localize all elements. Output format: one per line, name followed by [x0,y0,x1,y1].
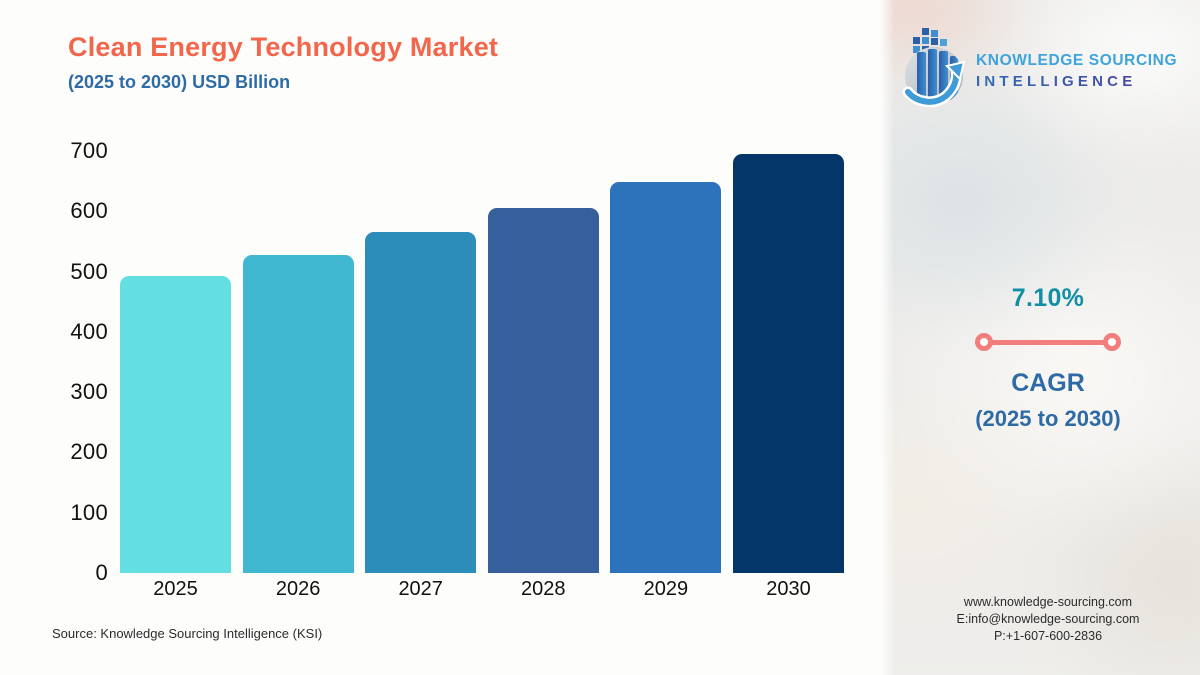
y-tick-300: 300 [70,379,108,405]
right-background-panel [880,0,1200,675]
y-tick-200: 200 [70,439,108,465]
bar-2029 [610,182,722,573]
y-tick-600: 600 [70,198,108,224]
globe-chart-arrow-icon [900,26,972,115]
y-tick-100: 100 [70,499,108,525]
cagr-period: (2025 to 2030) [975,406,1121,431]
bar-chart: 0 100 200 300 400 500 600 700 2025 2026 2027 2028 2… [40,138,844,641]
panel-left-fade [880,0,894,675]
contact-block: www.knowledge-sourcing.com E:info@knowle… [908,594,1188,645]
contact-email: E:info@knowledge-sourcing.com [956,612,1140,626]
cagr-value: 7.10% [1011,284,1085,312]
page-title: Clean Energy Technology Market [68,32,499,62]
page-subtitle: (2025 to 2030) USD Billion [68,72,291,92]
source-note: Source: Knowledge Sourcing Intelligence … [52,626,323,641]
x-label-2030: 2030 [766,578,811,600]
cagr-label: CAGR [1011,369,1085,397]
y-tick-700: 700 [70,138,108,163]
logo-line2: INTELLIGENCE [976,73,1177,90]
plot-area [120,151,844,573]
cagr-divider-line [987,339,1109,345]
header: Clean Energy Technology Market (2025 to … [68,32,498,93]
x-label-2027: 2027 [398,578,443,600]
logo-line1: KNOWLEDGE SOURCING [976,52,1178,69]
y-tick-500: 500 [70,258,108,284]
bar-2026 [242,255,354,573]
logo-text: KNOWLEDGE SOURCING INTELLIGENCE [976,52,1177,90]
bar-2028 [487,208,599,573]
x-label-2029: 2029 [643,578,689,600]
cagr-divider-right-ring-icon [1103,333,1121,351]
x-label-2025: 2025 [153,578,198,600]
y-axis: 0 100 200 300 400 500 600 700 [40,138,108,585]
bar-2030 [732,154,844,573]
contact-website: www.knowledge-sourcing.com [963,595,1133,609]
cagr-block: 7.10% CAGR (2025 to 2030) [928,284,1168,432]
y-tick-0: 0 [95,560,108,585]
contact-phone: P:+1-607-600-2836 [993,629,1103,643]
x-label-2028: 2028 [521,578,566,600]
cagr-divider [975,333,1121,351]
cagr-divider-left-ring-icon [975,333,993,351]
bar-2025 [120,276,231,573]
x-label-2026: 2026 [275,578,321,600]
blurred-photo-background [880,0,1200,675]
x-axis: 2025 2026 2027 2028 2029 2030 [120,578,844,601]
bar-2027 [365,232,477,573]
y-tick-400: 400 [70,318,108,344]
